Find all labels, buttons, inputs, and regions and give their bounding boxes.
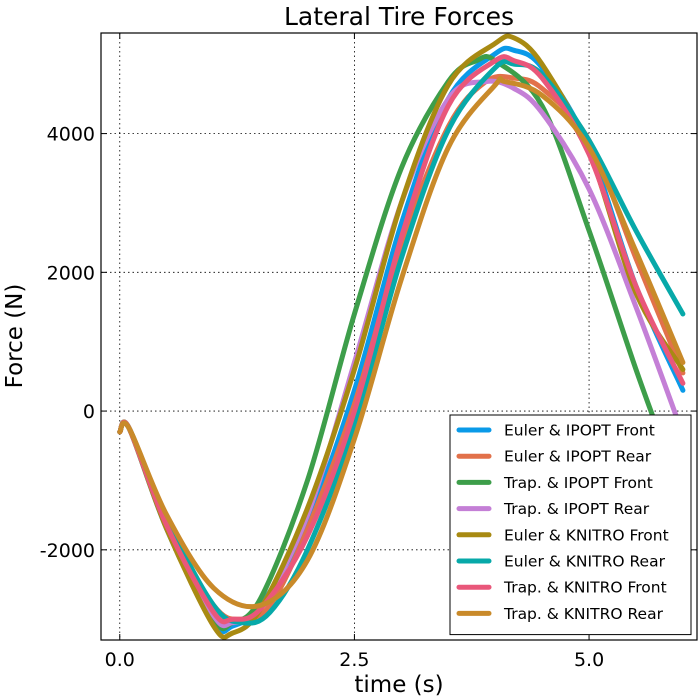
axis-ticks: 0.0 2.5 5.0 -2000 0 2000 4000	[40, 33, 697, 671]
series-line-6	[117, 58, 686, 626]
series-lines	[117, 33, 686, 640]
legend-entry-label: Trap. & KNITRO Rear	[503, 605, 664, 623]
x-tick-label: 0.0	[105, 649, 135, 671]
legend-box	[449, 414, 692, 636]
x-axis-label: time (s)	[354, 672, 443, 698]
legend-entry-label: Trap. & IPOPT Front	[503, 474, 653, 492]
x-tick-label: 5.0	[574, 649, 604, 671]
legend-entry-label: Euler & IPOPT Front	[504, 422, 655, 440]
legend-entry-label: Euler & IPOPT Rear	[504, 448, 652, 466]
legend-entry-label: Trap. & IPOPT Rear	[503, 500, 650, 518]
plot-frame	[100, 32, 698, 641]
y-tick-label: 4000	[47, 124, 95, 146]
y-tick-label: 0	[83, 401, 95, 423]
y-tick-label: -2000	[40, 540, 95, 562]
y-axis-label: Force (N)	[2, 284, 28, 389]
x-tick-label: 2.5	[339, 649, 369, 671]
legend-entry-label: Euler & KNITRO Front	[504, 526, 669, 544]
y-tick-label: 2000	[47, 262, 95, 284]
chart-title: Lateral Tire Forces	[284, 2, 514, 31]
series-line-8	[117, 76, 686, 610]
legend: Euler & IPOPT Front Euler & IPOPT Rear Tra…	[449, 414, 692, 636]
legend-entry-label: Trap. & KNITRO Front	[503, 579, 667, 597]
legend-entry-label: Euler & KNITRO Rear	[504, 553, 666, 571]
